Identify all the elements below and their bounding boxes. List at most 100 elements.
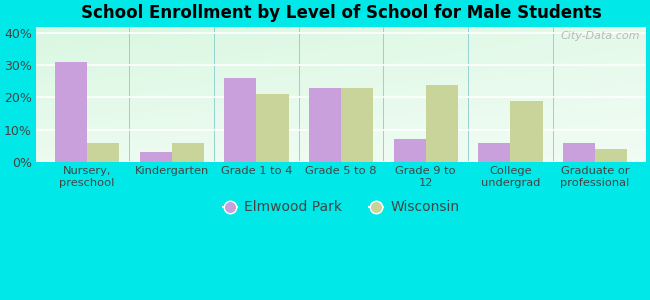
Bar [36, 96, 646, 97]
Bar [36, 98, 646, 100]
Bar [55, 62, 87, 162]
Bar [36, 37, 646, 39]
Bar [36, 79, 646, 81]
Bar [36, 139, 646, 140]
Bar [36, 112, 646, 113]
Bar [140, 152, 172, 162]
Bar [36, 54, 646, 55]
Bar [256, 94, 289, 162]
Bar [36, 82, 646, 83]
Bar [36, 151, 646, 152]
Bar [36, 110, 646, 112]
Bar [36, 31, 646, 32]
Bar [36, 29, 646, 31]
Bar [36, 140, 646, 142]
Bar [36, 36, 646, 37]
Bar [36, 120, 646, 121]
Bar [36, 58, 646, 59]
Bar [393, 139, 426, 162]
Bar [36, 68, 646, 70]
Bar [36, 78, 646, 79]
Text: City-Data.com: City-Data.com [560, 31, 640, 40]
Bar [595, 149, 627, 162]
Title: School Enrollment by Level of School for Male Students: School Enrollment by Level of School for… [81, 4, 601, 22]
Bar [36, 81, 646, 82]
Bar [36, 123, 646, 124]
Bar [36, 48, 646, 50]
Bar [36, 34, 646, 36]
Bar [36, 90, 646, 92]
Bar [36, 94, 646, 96]
Bar [36, 158, 646, 159]
Bar [510, 100, 543, 162]
Bar [36, 76, 646, 78]
Bar [36, 97, 646, 98]
Bar [36, 160, 646, 162]
Bar [172, 142, 204, 162]
Bar [563, 142, 595, 162]
Bar [36, 41, 646, 43]
Bar [36, 101, 646, 102]
Bar [36, 129, 646, 131]
Bar [36, 113, 646, 115]
Bar [478, 142, 510, 162]
Bar [36, 134, 646, 135]
Bar [36, 115, 646, 116]
Bar [36, 124, 646, 125]
Bar [36, 121, 646, 123]
Bar [36, 67, 646, 68]
Bar [36, 85, 646, 86]
Bar [36, 47, 646, 48]
Bar [36, 60, 646, 62]
Bar [224, 78, 256, 162]
Bar [36, 102, 646, 104]
Bar [36, 148, 646, 150]
Bar [36, 109, 646, 110]
Bar [36, 55, 646, 56]
Bar [36, 104, 646, 105]
Bar [36, 159, 646, 160]
Bar [36, 147, 646, 148]
Bar [36, 92, 646, 93]
Bar [36, 43, 646, 44]
Bar [341, 88, 373, 162]
Bar [36, 155, 646, 157]
Bar [36, 33, 646, 34]
Bar [36, 132, 646, 134]
Bar [36, 137, 646, 139]
Bar [36, 44, 646, 46]
Bar [36, 87, 646, 89]
Bar [36, 154, 646, 155]
Bar [36, 70, 646, 71]
Bar [36, 52, 646, 54]
Bar [36, 143, 646, 144]
Bar [36, 142, 646, 143]
Bar [36, 73, 646, 74]
Bar [36, 51, 646, 52]
Bar [36, 64, 646, 66]
Bar [36, 150, 646, 151]
Bar [36, 50, 646, 51]
Bar [36, 28, 646, 29]
Bar [36, 40, 646, 41]
Bar [36, 75, 646, 76]
Bar [36, 100, 646, 101]
Bar [36, 56, 646, 58]
Bar [87, 142, 119, 162]
Bar [36, 127, 646, 128]
Bar [36, 71, 646, 73]
Bar [36, 89, 646, 90]
Bar [36, 66, 646, 67]
Bar [36, 152, 646, 154]
Legend: Elmwood Park, Wisconsin: Elmwood Park, Wisconsin [217, 195, 465, 220]
Bar [36, 136, 646, 137]
Bar [36, 128, 646, 129]
Bar [36, 106, 646, 108]
Bar [36, 144, 646, 146]
Bar [36, 63, 646, 64]
Bar [36, 26, 646, 28]
Bar [36, 135, 646, 136]
Bar [36, 46, 646, 47]
Bar [36, 118, 646, 120]
Bar [36, 32, 646, 33]
